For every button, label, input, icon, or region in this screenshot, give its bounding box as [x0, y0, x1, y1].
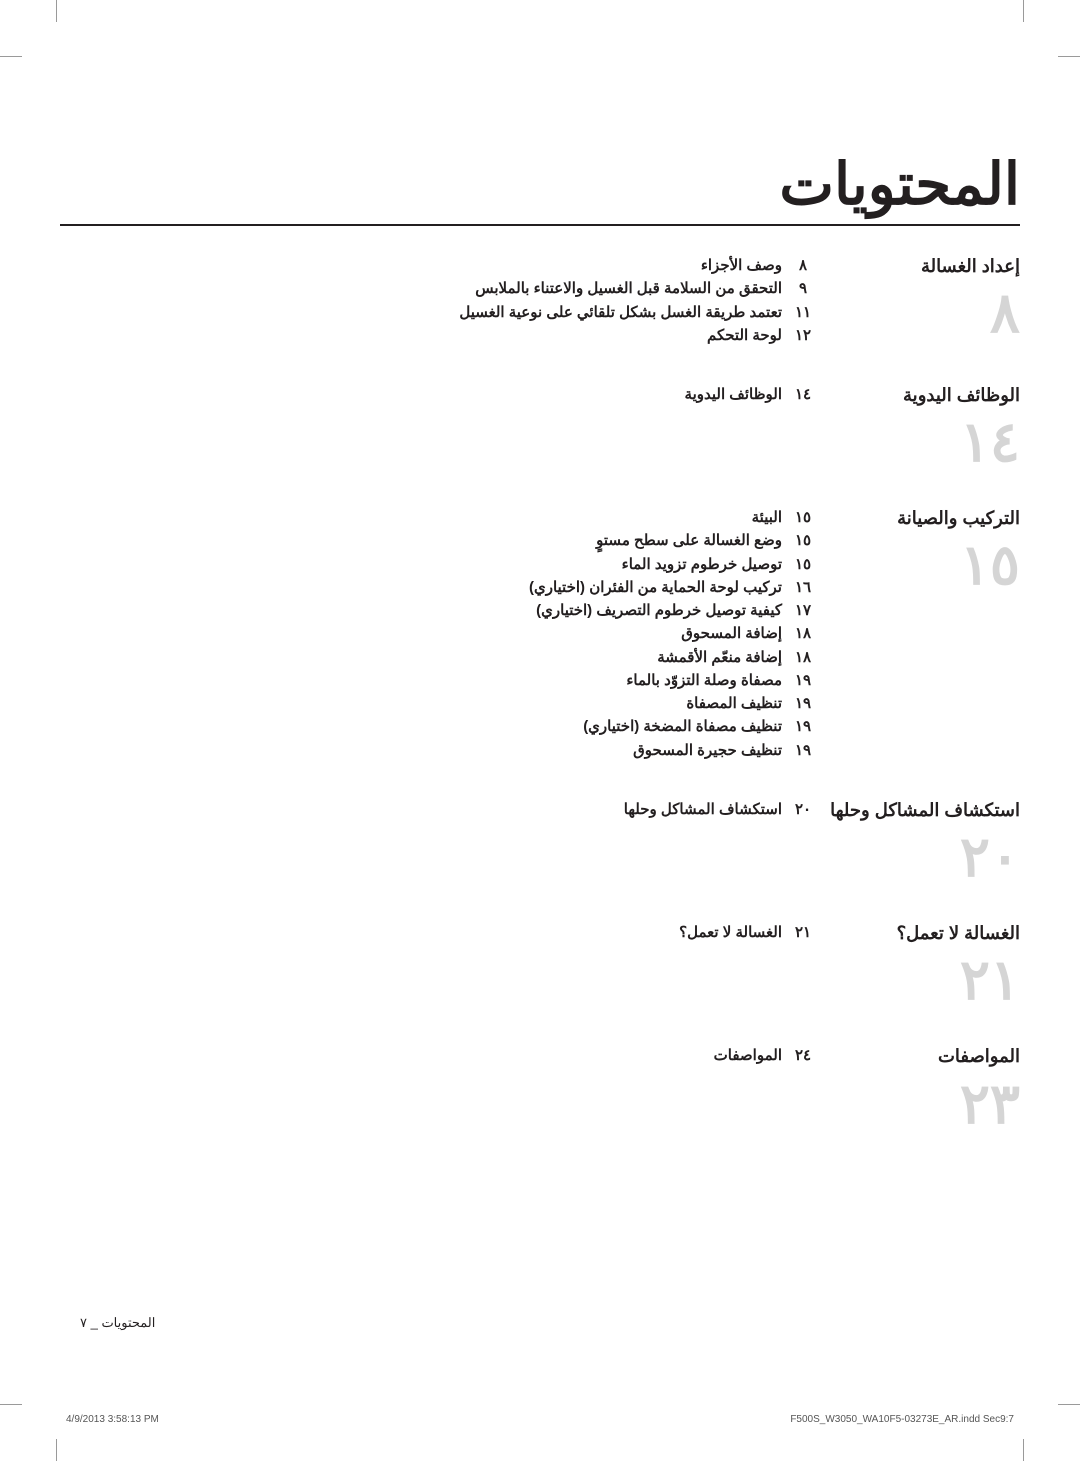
entry-label: لوحة التحكم: [60, 324, 786, 347]
toc-entry: ١٢لوحة التحكم: [60, 324, 820, 347]
section-entries: ٢٠استكشاف المشاكل وحلها: [60, 798, 820, 885]
entry-page: ٩: [786, 277, 820, 300]
section-title-column: الغسالة لا تعمل؟ ٢١: [820, 921, 1020, 1008]
toc-entry: ١٥وضع الغسالة على سطح مستوٍ: [60, 529, 820, 552]
toc-section: الغسالة لا تعمل؟٢١٢١الغسالة لا تعمل؟: [60, 921, 1020, 1008]
entry-label: الغسالة لا تعمل؟: [60, 921, 786, 944]
entry-page: ٨: [786, 254, 820, 277]
toc-entry: ١٦تركيب لوحة الحماية من الفئران (اختياري…: [60, 576, 820, 599]
section-start-page: ١٥: [824, 537, 1020, 593]
toc-entry: ١٥توصيل خرطوم تزويد الماء: [60, 553, 820, 576]
section-title-column: إعداد الغسالة ٨: [820, 254, 1020, 347]
toc-section: إعداد الغسالة٨٨وصف الأجزاء٩التحقق من الس…: [60, 254, 1020, 347]
entry-page: ٢٠: [786, 798, 820, 821]
entry-page: ١٥: [786, 553, 820, 576]
section-entries: ١٤الوظائف اليدوية: [60, 383, 820, 470]
page: المحتويات إعداد الغسالة٨٨وصف الأجزاء٩الت…: [0, 0, 1080, 1461]
section-title: إعداد الغسالة: [824, 254, 1020, 279]
toc-entry: ١٩تنظيف حجيرة المسحوق: [60, 739, 820, 762]
toc-entry: ١٤الوظائف اليدوية: [60, 383, 820, 406]
toc-section: المواصفات ٢٣٢٤المواصفات: [60, 1044, 1020, 1131]
section-title-column: المواصفات ٢٣: [820, 1044, 1020, 1131]
entry-page: ١٧: [786, 599, 820, 622]
section-title-column: التركيب والصيانة ١٥: [820, 506, 1020, 762]
entry-page: ١٩: [786, 669, 820, 692]
toc-entry: ١٩مصفاة وصلة التزوّد بالماء: [60, 669, 820, 692]
section-entries: ١٥البيئة١٥وضع الغسالة على سطح مستوٍ١٥توص…: [60, 506, 820, 762]
entry-page: ١٥: [786, 529, 820, 552]
section-title: المواصفات: [824, 1044, 1020, 1069]
toc-entry: ٢٤المواصفات: [60, 1044, 820, 1067]
entry-label: وضع الغسالة على سطح مستوٍ: [60, 529, 786, 552]
section-entries: ٢٤المواصفات: [60, 1044, 820, 1131]
entry-page: ١٦: [786, 576, 820, 599]
entry-page: ٢٤: [786, 1044, 820, 1067]
entry-label: تنظيف المصفاة: [60, 692, 786, 715]
toc-entry: ٢٠استكشاف المشاكل وحلها: [60, 798, 820, 821]
section-start-page: ١٤: [824, 414, 1020, 470]
section-start-page: ٢٣: [824, 1076, 1020, 1132]
toc-section: الوظائف اليدوية١٤١٤الوظائف اليدوية: [60, 383, 1020, 470]
toc-entry: ١٨إضافة منعّم الأقمشة: [60, 646, 820, 669]
section-start-page: ٨: [824, 285, 1020, 341]
entry-label: تنظيف مصفاة المضخة (اختياري): [60, 715, 786, 738]
entry-label: التحقق من السلامة قبل الغسيل والاعتناء ب…: [60, 277, 786, 300]
toc-entry: ١٥البيئة: [60, 506, 820, 529]
entry-page: ٢١: [786, 921, 820, 944]
entry-label: تنظيف حجيرة المسحوق: [60, 739, 786, 762]
toc-section: استكشاف المشاكل وحلها٢٠٢٠استكشاف المشاكل…: [60, 798, 1020, 885]
entry-page: ١١: [786, 301, 820, 324]
toc-entry: ٢١الغسالة لا تعمل؟: [60, 921, 820, 944]
entry-label: استكشاف المشاكل وحلها: [60, 798, 786, 821]
entry-label: تعتمد طريقة الغسل بشكل تلقائي على نوعية …: [60, 301, 786, 324]
toc-entry: ١٧كيفية توصيل خرطوم التصريف (اختياري): [60, 599, 820, 622]
section-title: الوظائف اليدوية: [824, 383, 1020, 408]
toc-entry: ١٨إضافة المسحوق: [60, 622, 820, 645]
section-entries: ٢١الغسالة لا تعمل؟: [60, 921, 820, 1008]
print-metadata: F500S_W3050_WA10F5-03273E_AR.indd Sec9:7…: [66, 1414, 1014, 1425]
section-start-page: ٢١: [824, 952, 1020, 1008]
section-start-page: ٢٠: [824, 829, 1020, 885]
section-title-column: استكشاف المشاكل وحلها ٢٠: [820, 798, 1020, 885]
entry-page: ١٩: [786, 715, 820, 738]
toc-entry: ٨وصف الأجزاء: [60, 254, 820, 277]
toc-section: التركيب والصيانة١٥١٥البيئة١٥وضع الغسالة …: [60, 506, 1020, 762]
toc: إعداد الغسالة٨٨وصف الأجزاء٩التحقق من الس…: [60, 254, 1020, 1132]
entry-label: تركيب لوحة الحماية من الفئران (اختياري): [60, 576, 786, 599]
footer-page-number: المحتويات _ ٧: [80, 1315, 155, 1331]
section-title: استكشاف المشاكل وحلها: [824, 798, 1020, 823]
toc-entry: ١٩تنظيف مصفاة المضخة (اختياري): [60, 715, 820, 738]
section-title: التركيب والصيانة: [824, 506, 1020, 531]
entry-label: مصفاة وصلة التزوّد بالماء: [60, 669, 786, 692]
entry-label: إضافة منعّم الأقمشة: [60, 646, 786, 669]
entry-label: البيئة: [60, 506, 786, 529]
toc-entry: ٩التحقق من السلامة قبل الغسيل والاعتناء …: [60, 277, 820, 300]
section-title: الغسالة لا تعمل؟: [824, 921, 1020, 946]
entry-page: ١٥: [786, 506, 820, 529]
entry-label: المواصفات: [60, 1044, 786, 1067]
entry-label: كيفية توصيل خرطوم التصريف (اختياري): [60, 599, 786, 622]
section-entries: ٨وصف الأجزاء٩التحقق من السلامة قبل الغسي…: [60, 254, 820, 347]
toc-entry: ١٩تنظيف المصفاة: [60, 692, 820, 715]
print-timestamp: 4/9/2013 3:58:13 PM: [66, 1414, 159, 1425]
page-title: المحتويات: [60, 150, 1020, 226]
entry-page: ١٢: [786, 324, 820, 347]
toc-entry: ١١تعتمد طريقة الغسل بشكل تلقائي على نوعي…: [60, 301, 820, 324]
entry-page: ١٩: [786, 692, 820, 715]
entry-page: ١٨: [786, 646, 820, 669]
entry-page: ١٤: [786, 383, 820, 406]
entry-label: إضافة المسحوق: [60, 622, 786, 645]
section-title-column: الوظائف اليدوية ١٤: [820, 383, 1020, 470]
entry-label: الوظائف اليدوية: [60, 383, 786, 406]
entry-page: ١٨: [786, 622, 820, 645]
entry-label: وصف الأجزاء: [60, 254, 786, 277]
entry-label: توصيل خرطوم تزويد الماء: [60, 553, 786, 576]
print-file: F500S_W3050_WA10F5-03273E_AR.indd Sec9:7: [790, 1414, 1014, 1425]
entry-page: ١٩: [786, 739, 820, 762]
